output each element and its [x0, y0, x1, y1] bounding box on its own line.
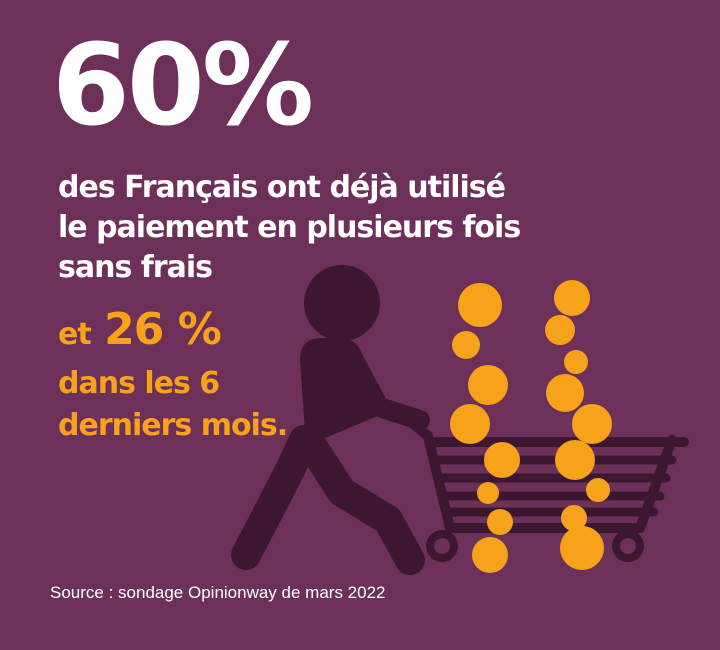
statement-line: sans frais	[58, 250, 213, 285]
headline-percentage: 60%	[52, 21, 314, 151]
statement-line: des Français ont déjà utilisé	[58, 170, 506, 205]
highlight-stat: et 26 % dans les 6 derniers mois.	[58, 302, 378, 447]
statement-line: le paiement en plusieurs fois	[58, 210, 521, 245]
highlight-line: dans les 6	[58, 366, 220, 401]
highlight-line: derniers mois.	[58, 408, 288, 443]
shopping-cart-icon	[403, 415, 689, 562]
person-pushing-cart-icon	[231, 265, 430, 575]
coins-icon	[450, 280, 612, 573]
highlight-percentage: 26 %	[104, 304, 222, 355]
highlight-prefix: et	[58, 317, 92, 352]
statement-text: des Français ont déjà utilisé le paiemen…	[58, 168, 578, 288]
highlight-first-row: et 26 %	[58, 302, 378, 363]
source-caption: Source : sondage Opinionway de mars 2022	[50, 583, 386, 602]
